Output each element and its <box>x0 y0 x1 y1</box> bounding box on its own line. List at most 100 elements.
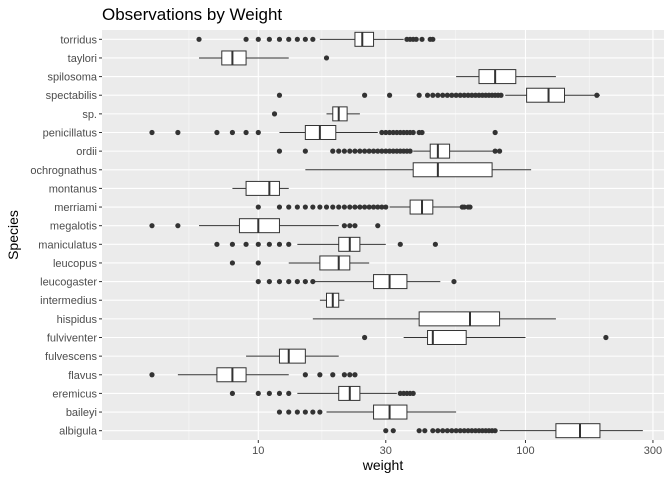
outlier-point <box>362 148 368 154</box>
outlier-point <box>440 428 446 434</box>
chart-title: Observations by Weight <box>102 5 282 24</box>
outlier-point <box>379 148 385 154</box>
outlier-point <box>294 204 300 210</box>
outlier-point <box>214 129 220 136</box>
outlier-point <box>341 204 347 210</box>
outlier-point <box>302 278 308 285</box>
box-montanus <box>232 180 289 196</box>
outlier-point <box>310 36 316 42</box>
outlier-point <box>457 92 463 98</box>
y-tick-label: intermedius <box>40 295 97 307</box>
outlier-point <box>390 129 396 136</box>
outlier-point <box>317 409 323 415</box>
outlier-point <box>266 278 272 285</box>
box-iqr <box>245 180 280 196</box>
outlier-point <box>276 278 283 285</box>
outlier-point <box>457 428 463 434</box>
box-iqr <box>354 31 375 47</box>
box-iqr <box>427 330 467 345</box>
outlier-point <box>255 241 261 247</box>
outlier-point <box>419 129 425 136</box>
outlier-point <box>317 204 323 210</box>
outlier-point <box>386 92 393 98</box>
y-tick-label: baileyi <box>66 407 97 419</box>
y-tick-label: hispidus <box>57 314 98 326</box>
outlier-point <box>375 148 381 154</box>
box-marks <box>149 31 643 439</box>
y-tick-label: torridus <box>60 34 97 46</box>
outlier-point <box>302 36 308 42</box>
y-tick-label: eremicus <box>52 388 97 400</box>
outlier-point <box>323 55 330 61</box>
outlier-point <box>383 428 389 434</box>
outlier-point <box>310 204 316 210</box>
outlier-point <box>276 204 283 210</box>
y-tick-label: penicillatus <box>43 128 98 140</box>
y-tick-label: leucogaster <box>40 277 97 289</box>
y-tick-label: maniculatus <box>38 239 97 251</box>
outlier-point <box>453 92 459 98</box>
outlier-point <box>370 148 377 154</box>
x-tick-label: 100 <box>516 445 534 457</box>
box-iqr <box>412 162 493 178</box>
outlier-point <box>341 223 347 229</box>
outlier-point <box>347 204 353 210</box>
x-axis: 10 30 100 300 <box>252 440 662 457</box>
outlier-point <box>419 36 425 42</box>
outlier-point <box>302 148 308 154</box>
box-merriami <box>255 199 473 215</box>
outlier-point <box>362 334 368 341</box>
box-eremicus <box>229 385 416 401</box>
box-iqr <box>418 311 501 327</box>
box-megalotis <box>149 218 381 234</box>
outlier-point <box>323 204 330 210</box>
box-intermedius <box>319 292 345 308</box>
y-tick-label: taylori <box>68 53 97 65</box>
outlier-point <box>424 92 431 98</box>
outlier-point <box>410 390 416 397</box>
box-fulvescens <box>246 348 339 364</box>
x-tick-label: 300 <box>644 445 662 457</box>
outlier-point <box>276 409 283 415</box>
outlier-point <box>330 204 336 210</box>
outlier-point <box>271 111 278 117</box>
outlier-point <box>451 278 457 285</box>
outlier-point <box>243 36 249 42</box>
outlier-point <box>286 278 292 285</box>
box-torridus <box>196 31 436 47</box>
box-maniculatus <box>214 236 438 252</box>
outlier-point <box>352 372 358 378</box>
outlier-point <box>149 372 155 378</box>
outlier-point <box>352 148 358 154</box>
outlier-point <box>397 241 403 247</box>
outlier-point <box>496 148 503 154</box>
box-iqr <box>478 69 517 85</box>
box-iqr <box>555 423 601 439</box>
box-albigula <box>383 423 643 439</box>
outlier-point <box>430 92 436 98</box>
box-flavus <box>149 367 358 383</box>
outlier-point <box>255 278 261 285</box>
outlier-point <box>375 204 381 210</box>
outlier-point <box>255 390 261 397</box>
outlier-point <box>352 204 358 210</box>
outlier-point <box>276 241 283 247</box>
y-tick-label: fulviventer <box>47 333 97 345</box>
outlier-point <box>375 223 381 229</box>
outlier-point <box>341 148 347 154</box>
box-iqr <box>429 143 451 159</box>
y-tick-label: megalotis <box>50 221 98 233</box>
outlier-point <box>149 129 155 136</box>
y-tick-label: flavus <box>68 370 97 382</box>
box-iqr <box>278 348 306 364</box>
outlier-point <box>465 428 471 434</box>
plot-panel <box>102 30 664 440</box>
outlier-point <box>465 92 471 98</box>
outlier-point <box>294 278 300 285</box>
outlier-point <box>461 92 467 98</box>
outlier-point <box>390 428 396 434</box>
outlier-point <box>243 241 249 247</box>
box-penicillatus <box>149 125 498 140</box>
outlier-point <box>255 204 261 210</box>
